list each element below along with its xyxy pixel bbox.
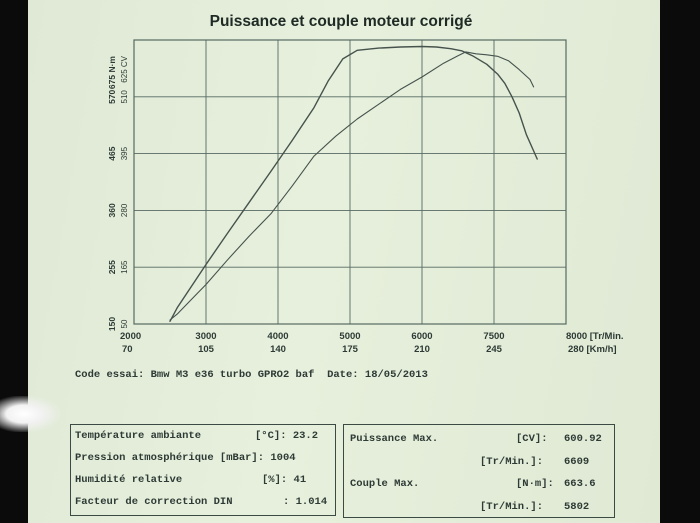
torque-rpm-value: 5802 xyxy=(564,501,590,513)
x-tick-label: 5000 xyxy=(339,331,360,342)
condition-label: Facteur de correction DIN xyxy=(75,496,233,508)
x-tick-label: 7500 xyxy=(483,331,504,342)
torque-curve xyxy=(169,45,538,322)
power-rpm-value: 6609 xyxy=(564,456,590,468)
condition-unit: [%]: xyxy=(262,474,288,486)
x-tick-label-speed: 70 xyxy=(122,344,133,355)
condition-humidite-value: [%]: 41 xyxy=(262,474,306,486)
condition-label: Température ambiante xyxy=(75,430,202,442)
condition-label: Pression atmosphérique [mBar]: xyxy=(75,452,265,464)
x-tick-label: 8000 [Tr/Min. xyxy=(566,331,624,342)
condition-humidite: Humidité relative xyxy=(75,474,182,486)
chart-title: Puissance et couple moteur corrigé xyxy=(210,13,473,30)
condition-unit: [°C]: xyxy=(255,430,287,442)
y-tick-label-cv: 50 xyxy=(120,319,129,328)
condition-facteur-value: : 1.014 xyxy=(283,496,327,508)
x-tick-label-speed: 105 xyxy=(198,344,215,355)
y-tick-label-nm: 360 xyxy=(107,203,117,217)
date-value: 18/05/2013 xyxy=(364,369,428,381)
condition-value: 1004 xyxy=(270,452,296,464)
code-essai-label: Code essai: xyxy=(75,369,145,381)
test-info: Code essai: Bmw M3 e36 turbo GPRO2 baf D… xyxy=(75,369,428,381)
condition-value: 1.014 xyxy=(295,496,328,508)
x-tick-label: 6000 xyxy=(411,331,432,342)
y-tick-label-cv: 395 xyxy=(120,146,129,160)
condition-facteur: Facteur de correction DIN xyxy=(75,496,233,508)
power-max-label: Puissance Max. xyxy=(350,433,439,445)
condition-label: Humidité relative xyxy=(75,474,183,486)
conditions-box: Température ambiante [°C]: 23.2 Pression… xyxy=(70,424,336,516)
x-tick-label: 2000 xyxy=(120,331,141,342)
y-tick-label-nm: 675 N·m xyxy=(107,56,117,90)
torque-max-unit: [N·m]: xyxy=(516,478,554,490)
torque-rpm-unit: [Tr/Min.]: xyxy=(480,501,544,513)
y-tick-label-nm: 465 xyxy=(107,146,117,160)
code-essai-value: Bmw M3 e36 turbo GPRO2 baf xyxy=(150,369,315,381)
y-tick-label-cv: 625 CV xyxy=(120,55,129,82)
torque-max-label: Couple Max. xyxy=(350,478,420,490)
power-max-value: 600.92 xyxy=(564,433,602,445)
condition-value: 23.2 xyxy=(292,430,319,442)
y-tick-label-nm: 570 xyxy=(107,89,117,103)
x-tick-label-speed: 175 xyxy=(342,344,359,355)
power-curve xyxy=(169,51,535,321)
condition-unit: : xyxy=(283,496,290,508)
condition-value: 41 xyxy=(293,474,307,486)
condition-temperature-value: [°C]: 23.2 xyxy=(255,430,318,442)
condition-pression: Pression atmosphérique [mBar]: 1004 xyxy=(75,452,296,464)
x-tick-label-speed: 280 [Km/h] xyxy=(568,344,617,355)
condition-temperature: Température ambiante xyxy=(75,430,201,442)
date-label: Date: xyxy=(327,369,359,381)
x-tick-label-speed: 210 xyxy=(414,344,430,355)
light-reflection xyxy=(0,396,60,432)
power-max-unit: [CV]: xyxy=(516,433,548,445)
y-tick-label-nm: 150 xyxy=(107,317,117,331)
dyno-sheet xyxy=(28,0,660,523)
power-rpm-unit: [Tr/Min.]: xyxy=(480,456,544,468)
y-tick-label-nm: 255 xyxy=(107,260,117,274)
x-tick-label: 3000 xyxy=(195,331,216,342)
x-tick-label-speed: 245 xyxy=(486,344,503,355)
x-tick-label-speed: 140 xyxy=(270,344,286,355)
y-tick-label-cv: 510 xyxy=(120,90,129,104)
y-tick-label-cv: 165 xyxy=(120,260,129,274)
x-tick-label: 4000 xyxy=(267,331,288,342)
max-values-box: Puissance Max. [CV]: 600.92 [Tr/Min.]: 6… xyxy=(343,424,615,518)
y-tick-label-cv: 280 xyxy=(120,203,129,217)
torque-max-value: 663.6 xyxy=(564,478,596,490)
